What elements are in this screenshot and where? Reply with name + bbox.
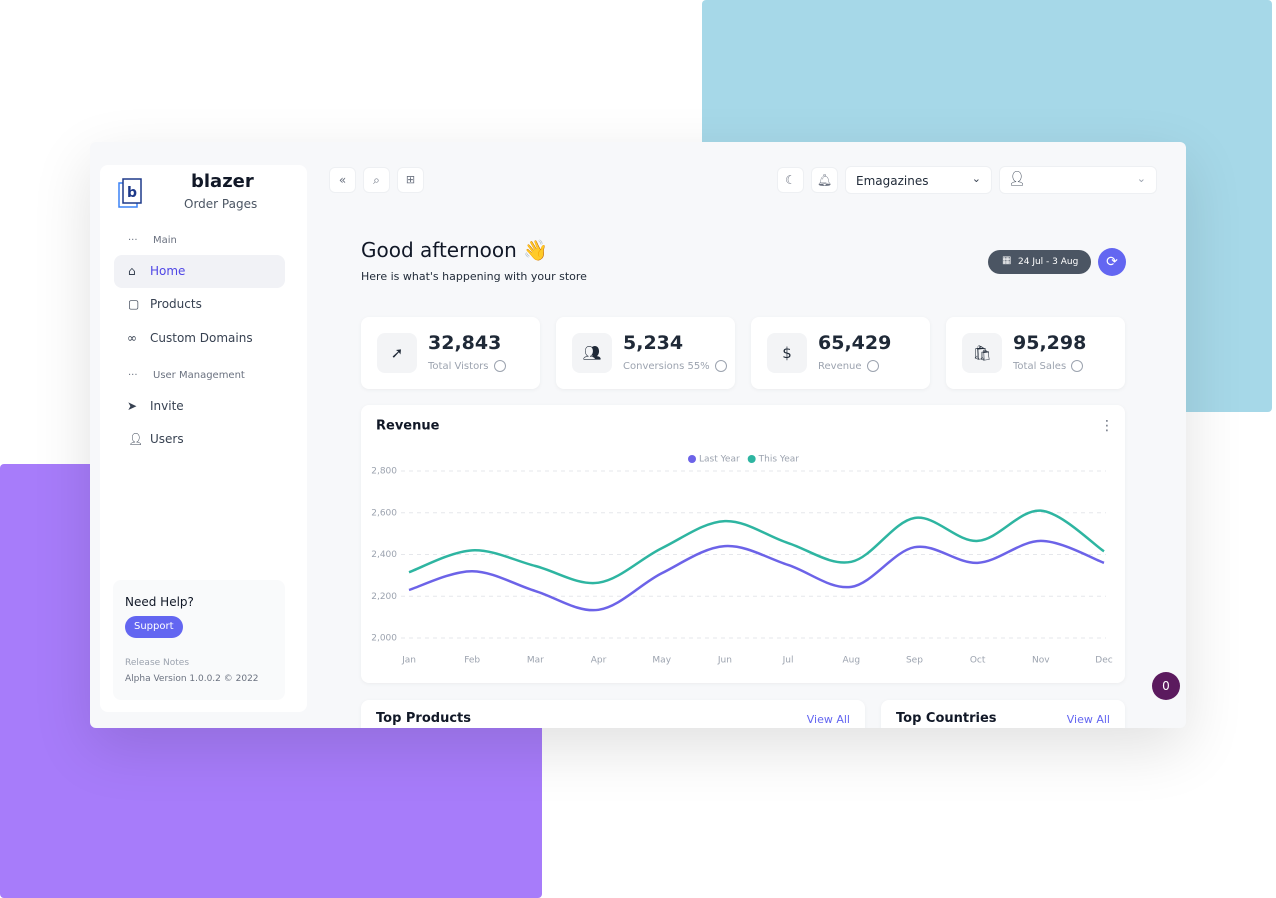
support-button[interactable]: Support (125, 616, 183, 638)
brand-subtitle: Order Pages (184, 197, 258, 211)
x-tick-label: Dec (1095, 656, 1112, 666)
notification-button[interactable]: 🔔︎ (811, 167, 838, 193)
stat-label: Total Sales (1013, 360, 1084, 372)
icon-box: ▢ (128, 297, 140, 311)
stat-icon: $ (767, 333, 807, 373)
x-tick-label: Nov (1032, 656, 1050, 666)
chart-menu[interactable]: ⋮ (1100, 418, 1114, 434)
icon-link: ∞ (127, 331, 137, 345)
help-title: Need Help? (125, 595, 194, 609)
legend-marker (688, 455, 696, 463)
x-tick-label: Jan (401, 656, 416, 666)
view-all[interactable]: View All (1066, 713, 1110, 726)
dots: ··· (128, 370, 138, 381)
stat-value: 32,843 (428, 332, 502, 354)
greeting-title: Good afternoon 👋 (361, 238, 549, 262)
legend-label: Last Year (699, 455, 740, 465)
logo: b (118, 178, 142, 208)
user-select[interactable]: 👤︎ ⌄ (999, 166, 1157, 194)
stat-card: 👥︎ 5,234 Conversions 55% (556, 317, 735, 389)
collapse-button[interactable]: « (329, 167, 356, 193)
user-icon: 👤︎ (1008, 171, 1026, 187)
stat-label: Revenue (818, 360, 879, 372)
y-tick-label: 2,600 (371, 508, 397, 518)
apps-button[interactable]: ⊞ (397, 167, 424, 193)
brand-name: blazer (191, 171, 254, 192)
sidebar: b blazer Order Pages ··· Main ⌂ Home ▢ P… (100, 165, 307, 712)
y-tick-label: 2,200 (371, 592, 397, 602)
info-icon (1071, 360, 1084, 372)
panel-title: Top Countries (896, 711, 997, 726)
chart-card: Revenue ⋮ 2,000 2,200 2,400 2,600 2,800 Jan Fe… (361, 405, 1125, 683)
dots: ··· (128, 235, 138, 246)
active-item-bg (114, 255, 285, 288)
panel-title: Top Products (376, 711, 471, 726)
store-name: Emagazines (856, 174, 929, 188)
icon-send: ➤ (127, 399, 138, 413)
stat-value: 95,298 (1013, 332, 1087, 354)
info-icon (714, 360, 727, 372)
store-select[interactable]: Emagazines ⌄ (845, 166, 992, 194)
series-line (408, 539, 1105, 612)
info-icon (493, 360, 506, 372)
chart: Revenue ⋮ 2,000 2,200 2,400 2,600 2,800 Jan Fe… (371, 418, 1114, 666)
svg-text:b: b (127, 185, 137, 201)
section-label: Main (153, 235, 177, 246)
panel: Top Countries View All (881, 700, 1125, 728)
info-icon (866, 360, 879, 372)
badge[interactable]: 0 (1152, 672, 1180, 700)
stat-icon: 👥︎ (572, 333, 612, 373)
menu-item[interactable]: Products (150, 297, 202, 311)
menu-item[interactable]: Users (150, 432, 184, 446)
y-tick-label: 2,800 (371, 467, 397, 477)
stat-card: ➚ 32,843 Total Vistors (361, 317, 540, 389)
icon-user: 👤︎ (128, 432, 144, 446)
chart-title: Revenue (376, 419, 440, 434)
greeting-subtitle: Here is what's happening with your store (361, 270, 587, 283)
y-tick-label: 2,400 (371, 550, 397, 560)
date-range[interactable]: 24 Jul - 3 Aug (988, 250, 1091, 274)
stat-card: 🛍︎ 95,298 Total Sales (946, 317, 1125, 389)
menu-item[interactable]: Home (150, 264, 186, 278)
y-tick-label: 2,000 (371, 634, 397, 644)
section-label: User Management (153, 370, 245, 381)
stat-value: 65,429 (818, 332, 892, 354)
x-tick-label: Jul (782, 656, 794, 666)
chevron: ⌄ (971, 172, 981, 185)
calendar-icon: ▦ (1002, 255, 1012, 266)
stat-label: Total Vistors (428, 360, 506, 372)
stat-card: $ 65,429 Revenue (751, 317, 930, 389)
x-tick-label: Sep (906, 656, 923, 666)
x-tick-label: Apr (591, 656, 607, 666)
version: Alpha Version 1.0.0.2 © 2022 (125, 674, 259, 684)
series-line (408, 509, 1105, 585)
stat-icon: 🛍︎ (962, 333, 1002, 373)
x-tick-label: Aug (842, 656, 860, 666)
stat-label: Conversions 55% (623, 360, 727, 372)
x-tick-label: Feb (464, 656, 480, 666)
menu-item[interactable]: Custom Domains (150, 331, 253, 345)
search-button[interactable]: ⌕ (363, 167, 390, 193)
refresh-button[interactable]: ⟳ (1098, 248, 1126, 276)
x-tick-label: Mar (527, 656, 544, 666)
stat-icon: ➚ (377, 333, 417, 373)
chevron: ⌄ (1136, 172, 1146, 185)
panel: Top Products View All (361, 700, 865, 728)
view-all[interactable]: View All (806, 713, 850, 726)
x-tick-label: Jun (717, 656, 732, 666)
x-tick-label: Oct (970, 656, 986, 666)
menu-item[interactable]: Invite (150, 399, 184, 413)
legend-marker (747, 455, 756, 463)
icon-home: ⌂ (128, 264, 136, 278)
app-window: b blazer Order Pages ··· Main ⌂ Home ▢ P… (90, 142, 1186, 728)
legend-label: This Year (758, 455, 800, 465)
x-tick-label: May (652, 656, 671, 666)
stat-value: 5,234 (623, 332, 684, 354)
theme-button[interactable]: ☾ (777, 167, 804, 193)
release-notes[interactable]: Release Notes (125, 658, 190, 668)
help-box: Need Help? Support Release Notes Alpha V… (113, 580, 285, 700)
